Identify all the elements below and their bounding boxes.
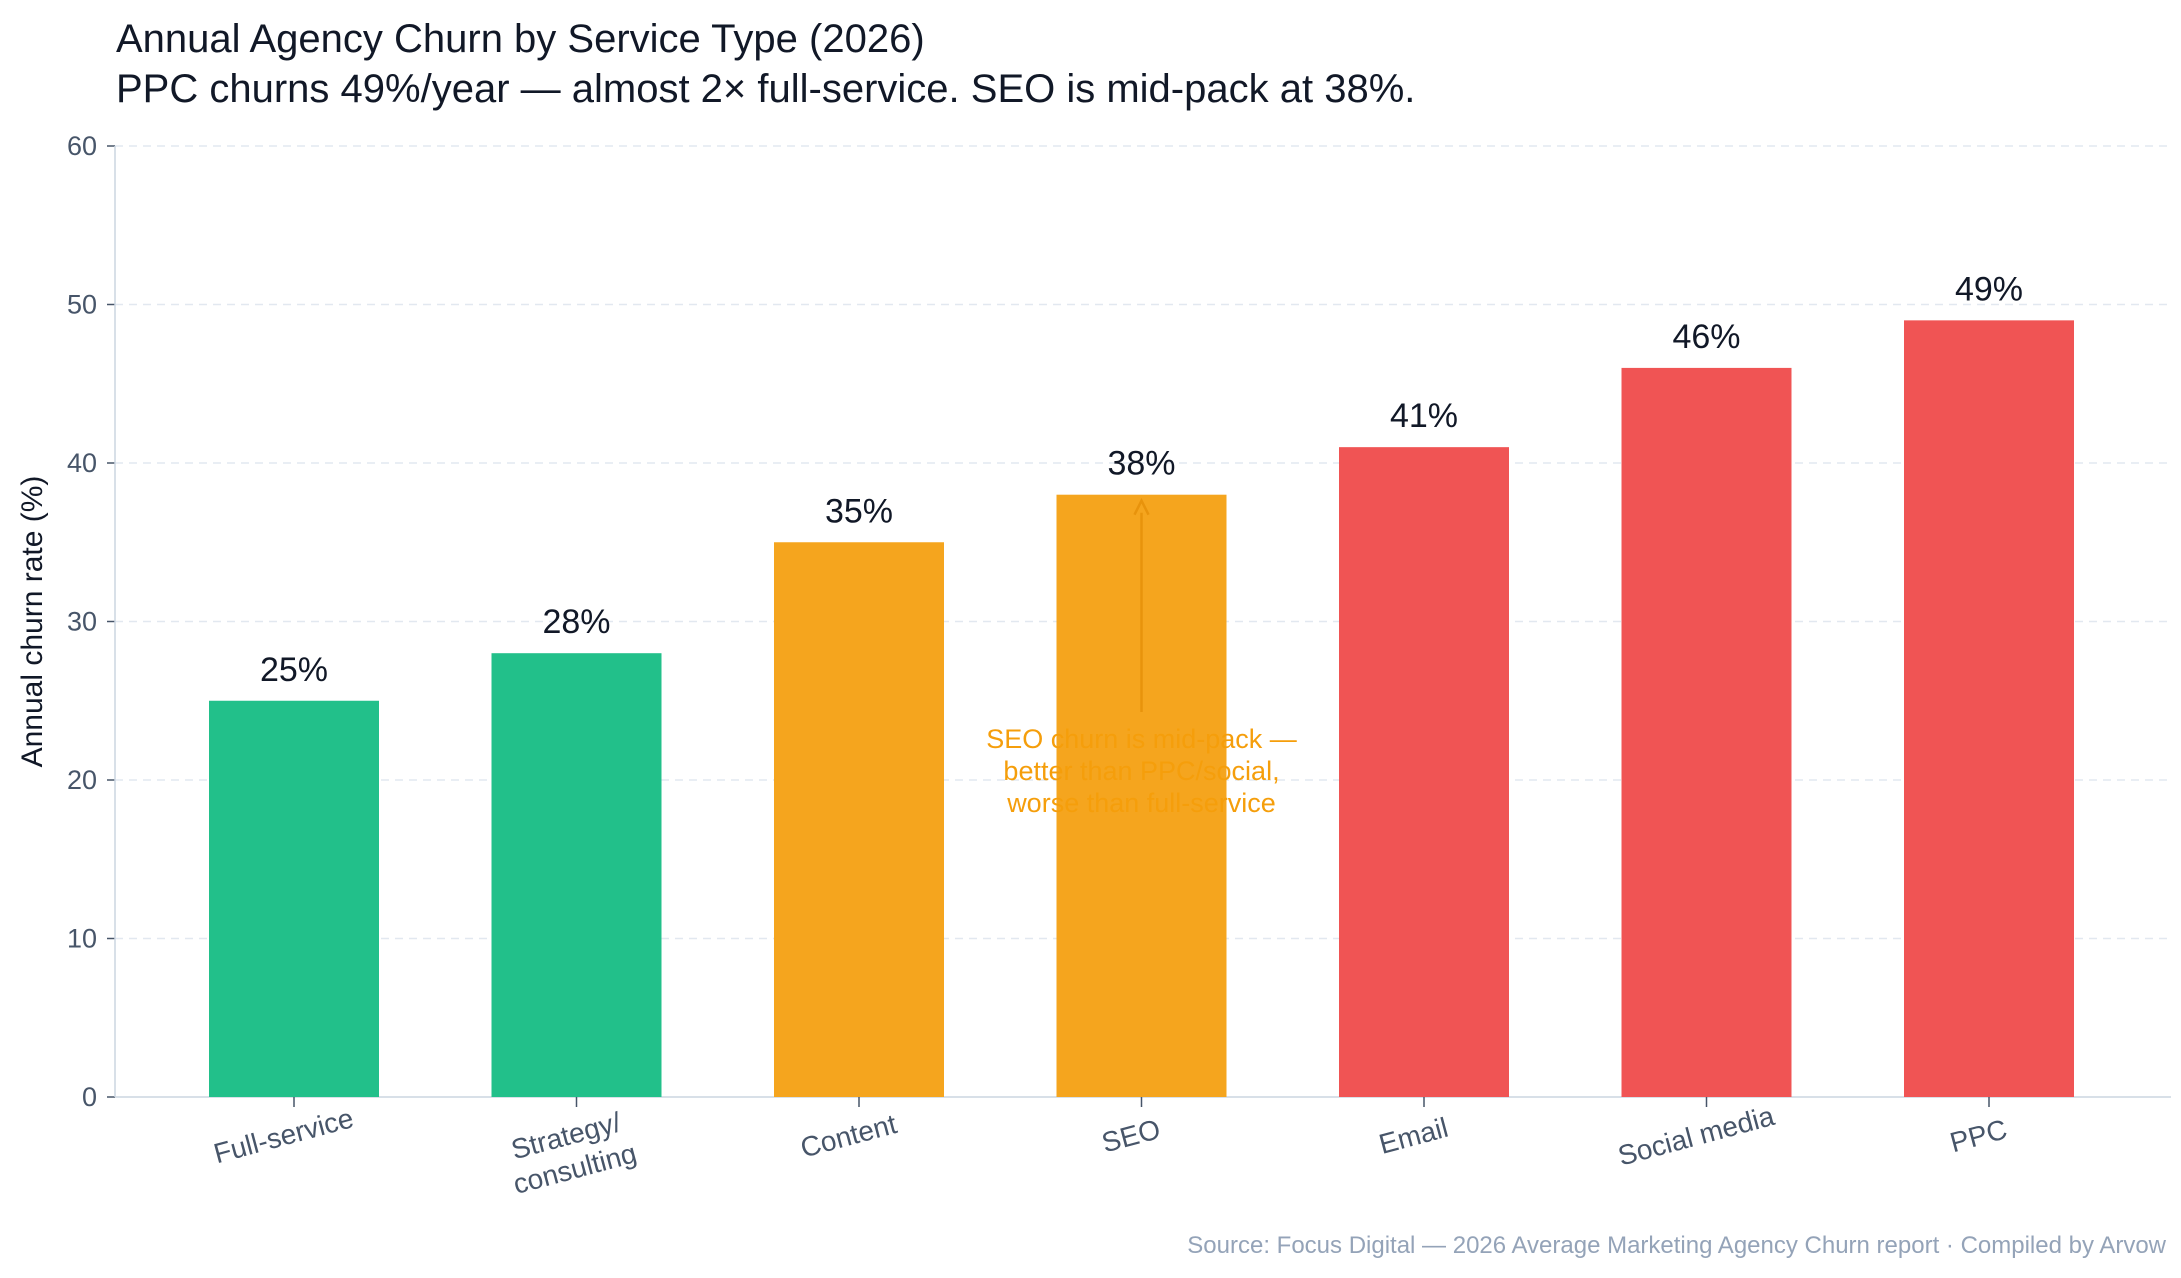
source-note: Source: Focus Digital — 2026 Average Mar… (1187, 1232, 2166, 1259)
bar-4 (1339, 447, 1509, 1097)
y-tick-label: 10 (67, 924, 97, 954)
chart-subtitle: PPC churns 49%/year — almost 2× full-ser… (116, 67, 1416, 111)
y-tick-label: 60 (67, 131, 97, 161)
chart-title-block: Annual Agency Churn by Service Type (202… (116, 14, 1415, 114)
value-label: 46% (1672, 318, 1740, 356)
x-tick-label: Strategy/consulting (501, 1105, 640, 1200)
y-tick-label: 20 (67, 765, 97, 795)
annotation-text: SEO churn is mid-pack — better than PPC/s… (986, 724, 1297, 818)
value-label: 41% (1390, 397, 1458, 435)
bar-2 (774, 542, 944, 1097)
x-tick-label: Email (1376, 1112, 1452, 1160)
y-tick-label: 50 (67, 290, 97, 320)
chart-title: Annual Agency Churn by Service Type (202… (116, 17, 925, 61)
value-label: 49% (1955, 270, 2023, 308)
x-tick-label: SEO (1098, 1113, 1163, 1158)
y-tick-label: 0 (82, 1082, 97, 1112)
bar-5 (1621, 367, 1792, 1097)
bar-0 (209, 700, 379, 1097)
bar-6 (1904, 320, 2074, 1098)
bar-1 (491, 653, 662, 1097)
y-tick-label: 30 (67, 607, 97, 637)
x-tick-label: Social media (1615, 1100, 1778, 1172)
value-label: 25% (260, 651, 328, 689)
x-tick-label: Content (797, 1108, 900, 1163)
value-label: 35% (825, 492, 893, 530)
annotation-arrow-head (1133, 497, 1150, 516)
y-tick-label: 40 (67, 448, 97, 478)
value-label: 38% (1107, 445, 1175, 483)
y-axis-label: Annual churn rate (%) (16, 476, 49, 768)
x-tick-label: PPC (1947, 1113, 2011, 1158)
value-label: 28% (542, 603, 610, 641)
x-tick-label: Full-service (210, 1102, 356, 1169)
